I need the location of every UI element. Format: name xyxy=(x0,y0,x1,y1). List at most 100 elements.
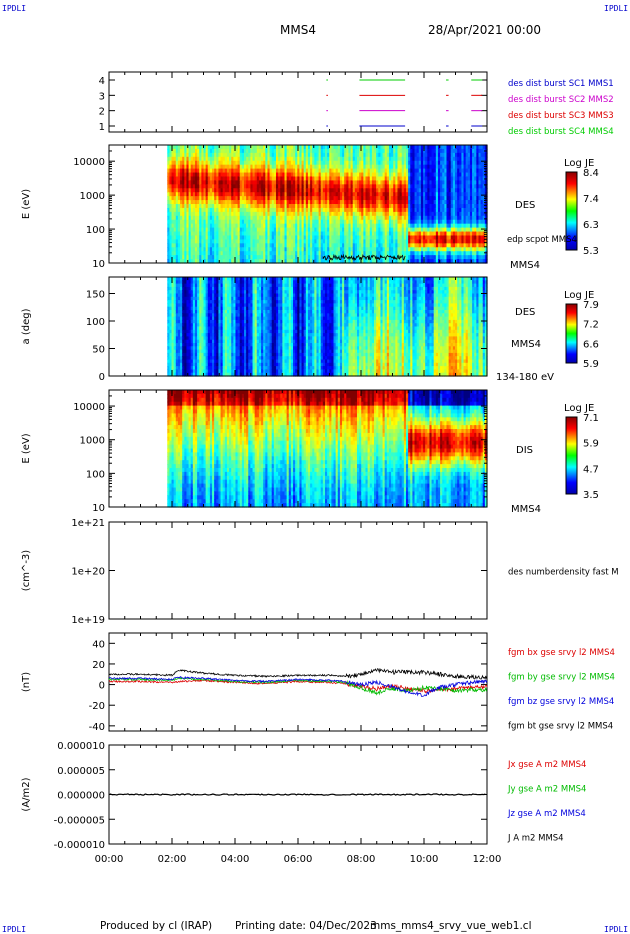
spectrogram-cell xyxy=(209,156,213,162)
spectrogram-cell xyxy=(391,231,394,237)
spectrogram-cell xyxy=(386,176,390,181)
spectrogram-cell xyxy=(231,239,234,244)
spectrogram-cell xyxy=(175,196,179,201)
spectrogram-cell xyxy=(299,145,303,150)
spectrogram-cell xyxy=(367,239,371,244)
spectrogram-cell xyxy=(320,192,324,197)
spectrogram-cell xyxy=(318,168,322,174)
spectrogram-cell xyxy=(316,188,320,193)
spectrogram-cell xyxy=(303,259,307,264)
spectrogram-cell xyxy=(380,211,384,217)
spectrogram-cell xyxy=(184,259,188,264)
spectrogram-cell xyxy=(261,215,264,221)
spectrogram-cell xyxy=(169,176,173,181)
spectrogram-cell xyxy=(318,223,322,229)
spectrogram-cell xyxy=(352,243,356,248)
spectrogram-cell xyxy=(297,145,301,150)
spectrogram-cell xyxy=(180,255,183,260)
spectrogram-cell xyxy=(322,172,326,178)
spectrogram-cell xyxy=(244,145,247,150)
spectrogram-cell xyxy=(367,251,371,256)
spectrogram-cell xyxy=(252,200,256,205)
spectrogram-cell xyxy=(369,184,373,189)
spectrogram-cell xyxy=(363,251,367,256)
spectrogram-cell xyxy=(318,207,322,213)
spectrogram-cell xyxy=(395,247,399,252)
spectrogram-cell xyxy=(352,219,356,225)
spectrogram-cell xyxy=(205,231,209,237)
spectrogram-cell xyxy=(397,160,401,166)
spectrogram-cell xyxy=(297,207,301,213)
spectrogram-cell xyxy=(406,251,409,256)
spectrogram-cell xyxy=(397,227,401,233)
spectrogram-cell xyxy=(350,211,354,217)
spectrogram-cell xyxy=(167,215,171,221)
spectrogram-cell xyxy=(220,215,224,221)
spectrogram-cell xyxy=(412,259,416,264)
spectrogram-cell xyxy=(397,152,401,158)
spectrogram-cell xyxy=(261,223,264,229)
spectrogram-cell xyxy=(180,251,183,256)
spectrogram-cell xyxy=(258,219,262,225)
spectrogram-cell xyxy=(186,247,190,252)
spectrogram-cell xyxy=(267,247,271,252)
spectrogram-cell xyxy=(307,219,311,225)
spectrogram-cell xyxy=(382,156,386,162)
spectrogram-cell xyxy=(180,156,183,162)
spectrogram-cell xyxy=(401,188,405,193)
spectrogram-cell xyxy=(265,223,269,229)
spectrogram-cell xyxy=(356,180,360,185)
spectrogram-cell xyxy=(361,235,364,240)
spectrogram-cell xyxy=(226,192,230,197)
spectrogram-cell xyxy=(371,243,375,248)
spectrogram-cell xyxy=(252,204,256,209)
spectrogram-cell xyxy=(169,251,173,256)
spectrogram-cell xyxy=(297,152,301,158)
spectrogram-cell xyxy=(180,219,183,225)
spectrogram-cell xyxy=(239,164,243,170)
spectrogram-cell xyxy=(331,156,335,162)
spectrogram-cell xyxy=(361,196,364,201)
spectrogram-cell xyxy=(235,207,239,213)
spectrogram-cell xyxy=(226,145,230,150)
spectrogram-cell xyxy=(271,251,275,256)
spectrogram-cell xyxy=(374,192,377,197)
spectrogram-cell xyxy=(256,219,260,225)
spectrogram-cell xyxy=(261,211,264,217)
spectrogram-cell xyxy=(199,184,202,189)
spectrogram-cell xyxy=(248,204,252,209)
spectrogram-cell xyxy=(239,223,243,229)
spectrogram-cell xyxy=(318,152,322,158)
spectrogram-cell xyxy=(258,176,262,181)
spectrogram-cell xyxy=(337,243,341,248)
spectrogram-cell xyxy=(356,259,360,264)
spectrogram-cell xyxy=(205,192,209,197)
spectrogram-cell xyxy=(282,215,286,221)
spectrogram-cell xyxy=(194,215,198,221)
spectrogram-cell xyxy=(312,227,315,233)
spectrogram-cell xyxy=(265,160,269,166)
spectrogram-cell xyxy=(335,239,339,244)
spectrogram-cell xyxy=(339,200,343,205)
spectrogram-cell xyxy=(184,231,188,237)
spectrogram-cell xyxy=(399,231,403,237)
spectrogram-cell xyxy=(188,184,192,189)
spectrogram-cell xyxy=(169,223,173,229)
spectrogram-cell xyxy=(252,180,256,185)
spectrogram-cell xyxy=(312,251,315,256)
spectrogram-cell xyxy=(216,235,220,240)
spectrogram-cell xyxy=(237,259,241,264)
spectrogram-cell xyxy=(365,192,369,197)
spectrogram-cell xyxy=(267,200,271,205)
spectrogram-cell xyxy=(316,207,320,213)
spectrogram-cell xyxy=(331,160,335,166)
spectrogram-cell xyxy=(182,215,185,221)
spectrogram-cell xyxy=(391,223,394,229)
spectrogram-cell xyxy=(278,231,281,237)
spectrogram-cell xyxy=(384,239,388,244)
spectrogram-cell xyxy=(412,235,416,240)
spectrogram-cell xyxy=(284,251,288,256)
spectrogram-cell xyxy=(231,227,234,233)
spectrogram-cell xyxy=(391,168,394,174)
spectrogram-cell xyxy=(182,168,185,174)
